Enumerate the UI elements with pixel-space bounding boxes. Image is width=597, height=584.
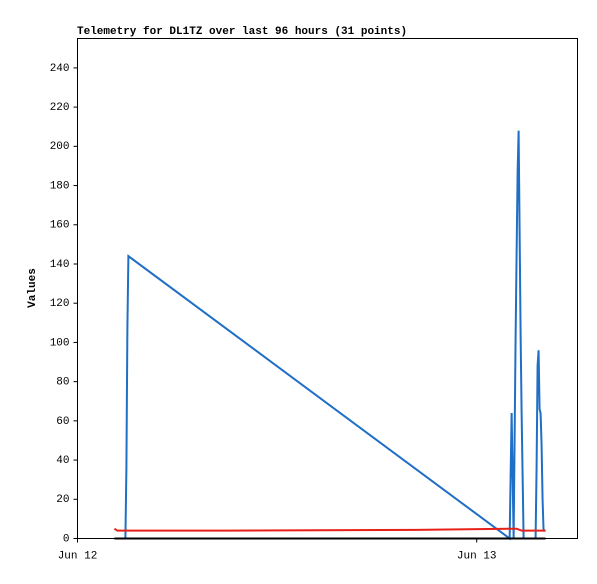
y-tick-label: 120 xyxy=(50,298,70,310)
y-tick-label: 140 xyxy=(50,259,70,271)
y-tick-label: 20 xyxy=(56,494,69,506)
y-tick-label: 100 xyxy=(50,337,70,349)
y-tick-label: 60 xyxy=(56,416,69,428)
y-tick-label: 0 xyxy=(63,533,70,545)
y-tick-label: 160 xyxy=(50,220,70,232)
y-tick-label: 200 xyxy=(50,141,70,153)
data-line xyxy=(114,130,546,541)
chart-title: Telemetry for DL1TZ over last 96 hours (… xyxy=(77,26,407,38)
y-tick-label: 80 xyxy=(56,377,69,389)
plot-frame xyxy=(77,38,578,539)
y-tick-label: 220 xyxy=(50,102,70,114)
y-axis-label: Values xyxy=(27,268,39,308)
x-tick-label: Jun 13 xyxy=(457,550,497,562)
data-line xyxy=(113,527,546,532)
y-tick-label: 240 xyxy=(50,63,70,75)
y-tick-label: 40 xyxy=(56,455,69,467)
y-tick-label: 180 xyxy=(50,180,70,192)
x-tick-label: Jun 12 xyxy=(58,550,98,562)
